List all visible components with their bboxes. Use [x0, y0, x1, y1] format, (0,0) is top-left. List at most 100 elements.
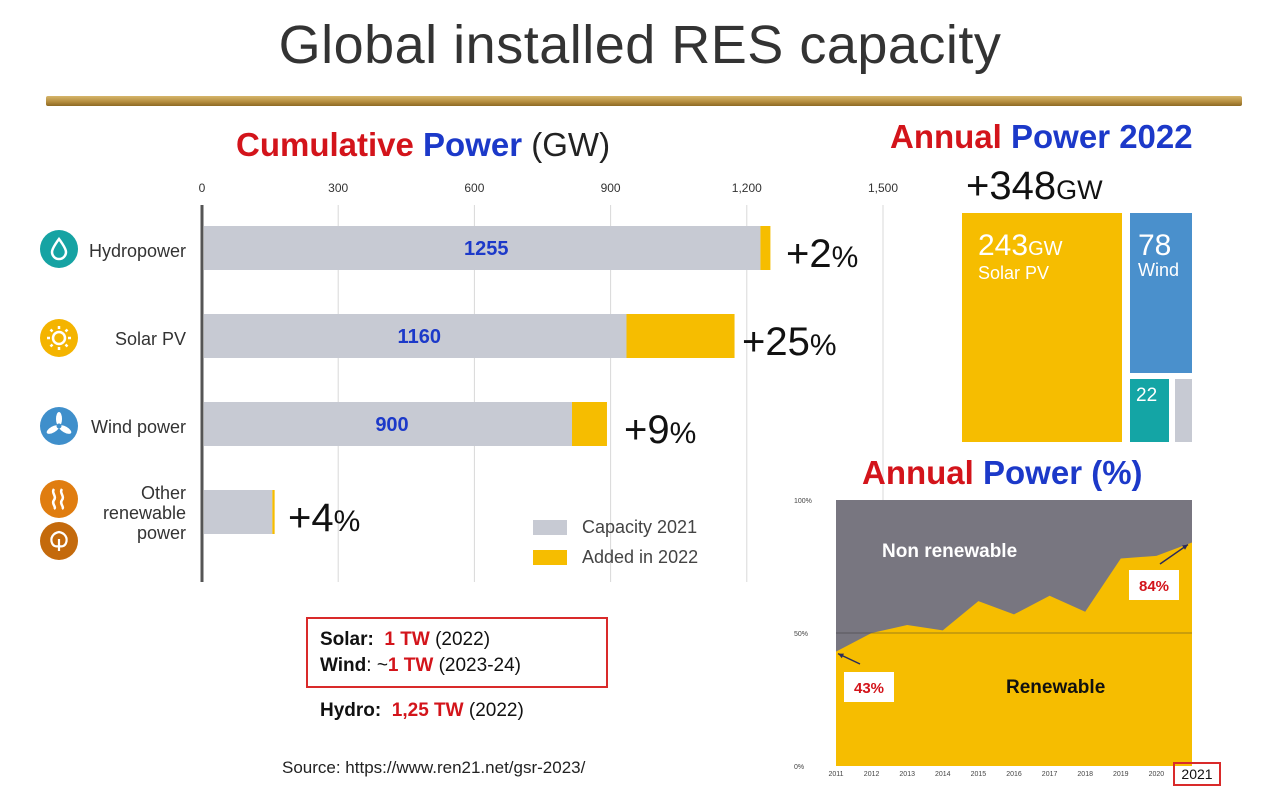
category-hydropower	[40, 230, 78, 268]
summary-hydro-value: 1,25 TW	[391, 700, 464, 721]
annual-power-title: Annual Power 2022	[890, 118, 1193, 156]
cumulative-title-word1: Cumulative	[236, 126, 414, 163]
legend-label: Capacity 2021	[582, 516, 698, 537]
sun-icon	[40, 319, 78, 357]
annual-title-word1: Annual	[890, 118, 1002, 155]
page-title: Global installed RES capacity	[278, 15, 1002, 75]
change-unit: %	[669, 417, 697, 450]
tile-wind-label: Wind	[1138, 260, 1180, 280]
tile-solar-number: 243	[978, 229, 1029, 262]
bar-capacity-2021	[204, 226, 761, 270]
tile-solar-unit: GW	[1028, 238, 1063, 260]
change-unit: %	[831, 241, 859, 274]
bar-value-label: 1255	[464, 238, 509, 260]
annotation-box	[844, 672, 894, 702]
summary-wind-period: (2023-24)	[438, 655, 521, 676]
x-tick-label: 300	[328, 181, 348, 195]
y-tick-label: 50%	[794, 631, 808, 638]
wind-turbine-icon	[40, 407, 78, 445]
treemap-tile-wind: 78 Wind	[1130, 213, 1192, 373]
category-other	[40, 480, 78, 560]
cumulative-bar-chart: 0 300 600 900 1,200 1,500 1255 1160 900	[199, 181, 898, 582]
summary-wind-key: Wind	[320, 655, 367, 676]
category-label-hydropower: Hydropower	[88, 241, 186, 261]
chart-legend: Capacity 2021 Added in 2022	[533, 512, 698, 572]
treemap-tile-hydro: 22	[1130, 379, 1169, 442]
category-label-wind: Wind power	[90, 417, 186, 437]
x-tick-label: 2016	[1006, 771, 1022, 778]
cumulative-chart-title: Cumulative Power (GW)	[236, 126, 610, 164]
change-value: +25	[742, 320, 810, 364]
highlighted-year: 2021	[1173, 762, 1221, 786]
bar-added-2022	[272, 490, 275, 534]
source-citation: Source: https://www.ren21.net/gsr-2023/	[282, 758, 586, 777]
x-tick-label: 2017	[1042, 771, 1058, 778]
legend-item-added-2022: Added in 2022	[533, 542, 698, 572]
treemap-tile-solar: 243GW Solar PV	[962, 213, 1122, 442]
change-label-wind: +9%	[624, 408, 696, 453]
bar-value-label: 900	[375, 414, 408, 436]
bar-capacity-2021	[204, 402, 573, 446]
legend-swatch	[533, 549, 567, 565]
category-wind	[40, 407, 78, 445]
cumulative-title-unit: (GW)	[531, 126, 611, 163]
annual-total: +348GW	[966, 164, 1103, 209]
x-tick-label: 2020	[1149, 771, 1165, 778]
summary-hydro-key: Hydro:	[320, 700, 382, 721]
legend-label: Added in 2022	[582, 546, 699, 567]
x-tick-label: 2015	[971, 771, 987, 778]
x-tick-label: 2019	[1113, 771, 1129, 778]
bar-added-2022	[760, 226, 771, 270]
summary-box: Solar: 1 TW (2022) Wind: ~1 TW (2023-24)	[306, 617, 608, 688]
area-renewable	[836, 542, 1192, 766]
cumulative-title-word2: Power	[423, 126, 523, 163]
tile-solar-value: 243GW	[978, 231, 1122, 264]
biomass-leaf-icon	[40, 522, 78, 560]
annual-total-value: +348	[966, 164, 1057, 208]
summary-solar-value: 1 TW	[384, 629, 430, 650]
x-tick-label: 2012	[864, 771, 880, 778]
percent-title-word1: Annual	[862, 454, 974, 491]
annotation-arrowhead	[1182, 544, 1188, 550]
bar-added-2022	[626, 314, 735, 358]
summary-wind-value: 1 TW	[387, 655, 434, 676]
tile-hydro-value: 22	[1136, 385, 1158, 406]
change-label-other: +4%	[288, 496, 360, 541]
x-tick-label: 2011	[828, 771, 843, 778]
title-divider	[46, 96, 1242, 106]
x-tick-label: 0	[199, 181, 206, 195]
y-tick-label: 100%	[794, 498, 812, 505]
y-tick-label: 0%	[794, 764, 804, 771]
annual-percent-title: Annual Power (%)	[862, 454, 1143, 492]
bar-added-2022	[572, 402, 607, 446]
x-tick-label: 2013	[899, 771, 915, 778]
x-tick-label: 1,200	[732, 181, 762, 195]
change-value: +2	[786, 232, 832, 276]
category-label-other: Other renewable power	[102, 483, 186, 543]
x-tick-label: 600	[464, 181, 484, 195]
geothermal-icon	[40, 480, 78, 518]
summary-wind-sep: : ~	[366, 655, 388, 676]
bar-capacity-2021	[204, 314, 627, 358]
x-tick-label: 900	[601, 181, 621, 195]
change-value: +9	[624, 408, 670, 452]
x-tick-label: 1,500	[868, 181, 898, 195]
change-label-hydropower: +2%	[786, 232, 858, 277]
change-label-solar: +25%	[742, 320, 837, 365]
summary-solar: Solar: 1 TW (2022)	[320, 627, 606, 653]
summary-hydro: Hydro: 1,25 TW (2022)	[320, 698, 524, 724]
change-unit: %	[809, 329, 837, 362]
percent-title-word2: Power (%)	[983, 454, 1143, 491]
annotation-label: 84%	[1139, 578, 1169, 595]
legend-swatch	[533, 519, 567, 535]
annotation-arrowhead	[838, 653, 844, 659]
annual-total-unit: GW	[1056, 175, 1103, 205]
series-label-non-renewable: Non renewable	[882, 541, 1017, 562]
annual-percent-area-chart: 0% 50% 100% 2011 2012 2013 2014 2015 2016 2017 201…	[794, 498, 1192, 778]
summary-wind: Wind: ~1 TW (2023-24)	[320, 653, 606, 679]
annotation-arrow	[1159, 543, 1189, 565]
summary-solar-key: Solar:	[320, 629, 374, 650]
change-unit: %	[333, 505, 361, 538]
x-tick-label: 2014	[935, 771, 951, 778]
x-tick-label: 2018	[1077, 771, 1093, 778]
